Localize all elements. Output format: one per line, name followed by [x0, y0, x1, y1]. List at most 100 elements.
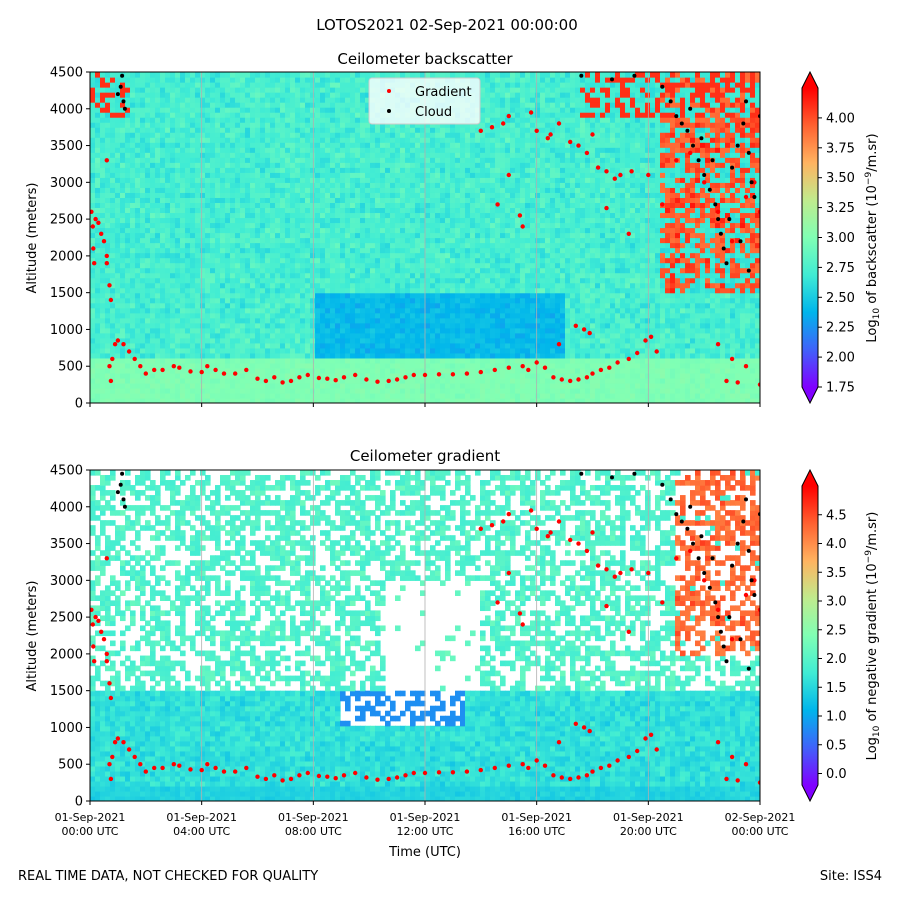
heatmap-cell [145, 142, 151, 148]
heatmap-cell [330, 82, 336, 88]
heatmap-cell [255, 267, 261, 274]
heatmap-cell [160, 332, 166, 339]
heatmap-cell [190, 372, 196, 379]
heatmap-cell [130, 182, 136, 188]
heatmap-cell [455, 187, 461, 193]
heatmap-cell [130, 87, 136, 93]
heatmap-cell [160, 222, 166, 229]
heatmap-cell [460, 387, 466, 394]
heatmap-cell [350, 177, 356, 183]
heatmap-cell [220, 277, 226, 284]
heatmap-cell [265, 367, 271, 374]
heatmap-cell [425, 302, 431, 309]
heatmap-cell [355, 92, 361, 98]
heatmap-cell [165, 362, 171, 369]
heatmap-cell [265, 347, 271, 354]
heatmap-cell [105, 322, 111, 329]
heatmap-cell [405, 367, 411, 374]
backscatter-title: Ceilometer backscatter [337, 50, 513, 68]
heatmap-cell [240, 372, 246, 379]
heatmap-cell [270, 272, 276, 279]
heatmap-cell [450, 312, 456, 319]
heatmap-cell [345, 182, 351, 188]
heatmap-cell [110, 177, 116, 183]
heatmap-cell [430, 217, 436, 224]
heatmap-cell [180, 322, 186, 329]
heatmap-cell [195, 242, 201, 249]
heatmap-cell [305, 202, 311, 209]
heatmap-cell [310, 317, 316, 324]
heatmap-cell [200, 77, 206, 83]
heatmap-cell [370, 282, 376, 289]
heatmap-cell [315, 122, 321, 128]
heatmap-cell [210, 197, 216, 203]
heatmap-cell [205, 147, 211, 153]
heatmap-cell [190, 137, 196, 143]
heatmap-cell [240, 92, 246, 98]
heatmap-cell [410, 392, 416, 399]
heatmap-cell [230, 302, 236, 309]
heatmap-cell [325, 287, 331, 294]
heatmap-cell [225, 297, 231, 304]
heatmap-cell [345, 267, 351, 274]
heatmap-cell [230, 77, 236, 83]
heatmap-cell [190, 297, 196, 304]
heatmap-cell [230, 177, 236, 183]
heatmap-cell [400, 257, 406, 264]
heatmap-cell [125, 92, 131, 98]
heatmap-cell [270, 377, 276, 384]
heatmap-cell [360, 312, 366, 319]
heatmap-cell [335, 247, 341, 254]
heatmap-cell [200, 277, 206, 284]
heatmap-cell [295, 187, 301, 193]
heatmap-cell [370, 322, 376, 329]
heatmap-cell [335, 127, 341, 133]
heatmap-cell [255, 257, 261, 264]
heatmap-cell [220, 102, 226, 108]
heatmap-cell [150, 147, 156, 153]
heatmap-cell [430, 142, 436, 148]
heatmap-cell [440, 202, 446, 209]
heatmap-cell [210, 82, 216, 88]
heatmap-cell [275, 322, 281, 329]
heatmap-cell [150, 227, 156, 234]
heatmap-cell [380, 372, 386, 379]
heatmap-cell [210, 222, 216, 229]
heatmap-cell [430, 212, 436, 219]
heatmap-cell [240, 332, 246, 339]
heatmap-cell [450, 212, 456, 219]
heatmap-cell [105, 192, 111, 198]
heatmap-cell [105, 392, 111, 399]
heatmap-cell [115, 112, 121, 118]
heatmap-cell [105, 167, 111, 173]
heatmap-cell [460, 302, 466, 309]
heatmap-cell [390, 342, 396, 349]
heatmap-cell [110, 132, 116, 138]
heatmap-cell [100, 367, 106, 374]
heatmap-cell [295, 357, 301, 364]
heatmap-cell [235, 312, 241, 319]
heatmap-cell [140, 72, 146, 78]
heatmap-cell [330, 252, 336, 259]
heatmap-cell [170, 172, 176, 178]
heatmap-cell [375, 267, 381, 274]
heatmap-cell [150, 242, 156, 249]
heatmap-cell [175, 312, 181, 319]
heatmap-cell [320, 107, 326, 113]
heatmap-cell [390, 292, 396, 299]
heatmap-cell [410, 167, 416, 173]
heatmap-cell [335, 392, 341, 399]
heatmap-cell [155, 282, 161, 289]
heatmap-cell [455, 332, 461, 339]
heatmap-cell [190, 332, 196, 339]
heatmap-cell [320, 372, 326, 379]
heatmap-cell [415, 322, 421, 329]
heatmap-cell [250, 137, 256, 143]
heatmap-cell [465, 222, 471, 229]
heatmap-cell [100, 317, 106, 324]
heatmap-cell [130, 342, 136, 349]
heatmap-cell [90, 302, 96, 309]
heatmap-cell [315, 107, 321, 113]
heatmap-cell [90, 312, 96, 319]
heatmap-cell [160, 232, 166, 239]
